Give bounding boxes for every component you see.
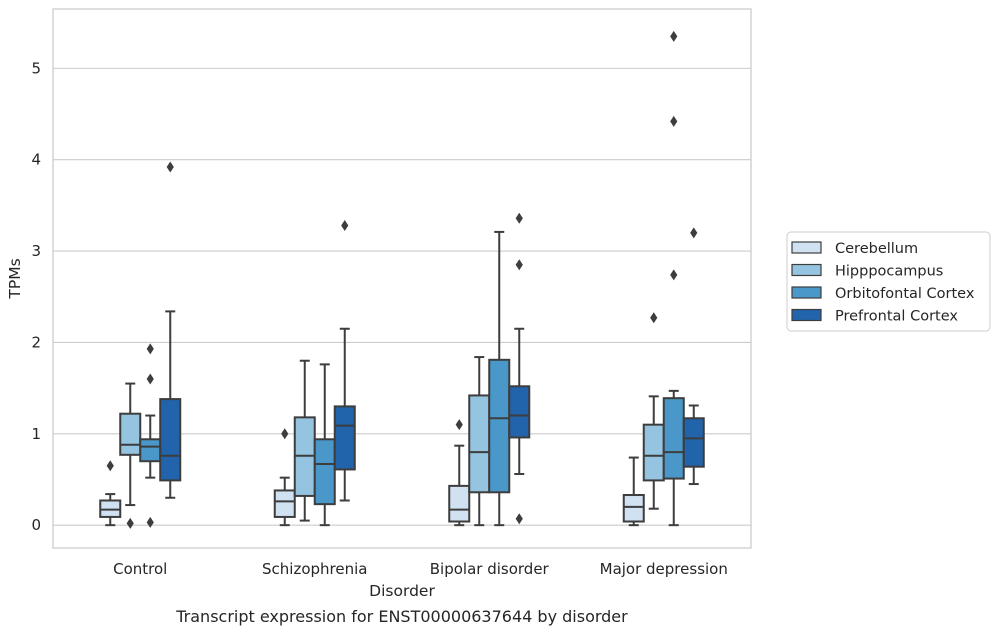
box-orbitofontal-cortex	[662, 30, 685, 527]
chart-caption: Transcript expression for ENST0000063764…	[175, 607, 628, 626]
box-orbitofontal-cortex	[139, 343, 162, 528]
box-hipppocampus	[119, 382, 142, 529]
box-cerebellum	[273, 428, 296, 527]
y-tick-label: 4	[31, 151, 41, 169]
tick-labels: 0 1 2 3 4 5 Control Schizophrenia Bipolar disord…	[31, 59, 727, 578]
box-prefrontal-cortex	[333, 220, 356, 502]
outlier-point	[281, 428, 289, 440]
outlier-point	[126, 517, 134, 529]
box-iqr	[508, 385, 531, 439]
boxes	[99, 30, 705, 529]
legend-swatch	[791, 286, 822, 299]
legend-swatch	[791, 308, 822, 322]
box-iqr	[448, 484, 471, 523]
outlier-point	[515, 259, 523, 271]
box-cerebellum	[622, 456, 645, 527]
box-hipppocampus	[468, 356, 491, 527]
outlier-point	[690, 227, 698, 239]
legend-label: Prefrontal Cortex	[835, 309, 958, 325]
y-tick-label: 0	[31, 516, 41, 534]
legend-label: Hipppocampus	[835, 264, 943, 280]
box-prefrontal-cortex	[508, 212, 531, 525]
outlier-point	[166, 161, 174, 173]
outlier-point	[650, 312, 658, 324]
box-iqr	[139, 438, 162, 463]
outlier-point	[670, 30, 678, 42]
outlier-point	[670, 115, 678, 127]
box-prefrontal-cortex	[682, 227, 705, 486]
box-iqr	[468, 394, 491, 494]
box-iqr	[119, 412, 142, 456]
box-iqr	[313, 438, 336, 506]
box-orbitofontal-cortex	[313, 363, 336, 527]
outlier-point	[515, 513, 523, 525]
box-iqr	[333, 405, 356, 471]
box-iqr	[159, 398, 182, 482]
x-tick-label: Bipolar disorder	[430, 560, 550, 578]
outlier-point	[515, 212, 523, 224]
y-tick-label: 2	[31, 333, 41, 351]
outlier-point	[670, 269, 678, 281]
plot-frame	[52, 8, 752, 549]
box-cerebellum	[448, 419, 471, 527]
box-orbitofontal-cortex	[488, 230, 511, 527]
y-tick-label: 5	[31, 59, 41, 77]
y-tick-label: 3	[31, 242, 41, 260]
y-tick-label: 1	[31, 425, 41, 443]
box-cerebellum	[99, 460, 122, 527]
box-iqr	[273, 489, 296, 518]
legend-label: Orbitofontal Cortex	[835, 286, 975, 302]
y-axis-label: TPMs	[6, 258, 24, 299]
box-hipppocampus	[642, 312, 665, 510]
box-iqr	[622, 494, 645, 523]
outlier-point	[341, 220, 349, 232]
x-tick-label: Major depression	[600, 560, 728, 578]
outlier-point	[146, 343, 154, 355]
outlier-point	[146, 373, 154, 385]
legend-swatch	[791, 263, 822, 277]
legend: Cerebellum Hipppocampus Orbitofontal Corte…	[786, 231, 991, 332]
box-iqr	[642, 423, 665, 482]
box-hipppocampus	[293, 359, 316, 522]
outlier-point	[146, 516, 154, 528]
box-iqr	[488, 358, 511, 494]
legend-swatch	[791, 241, 822, 254]
x-tick-label: Control	[113, 560, 167, 578]
box-iqr	[682, 417, 705, 468]
outlier-point	[106, 460, 114, 472]
box-prefrontal-cortex	[159, 161, 182, 499]
x-axis-label: Disorder	[369, 582, 435, 600]
legend-label: Cerebellum	[835, 241, 918, 257]
box-iqr	[662, 397, 685, 480]
x-tick-label: Schizophrenia	[262, 560, 367, 578]
legend-frame	[786, 231, 991, 332]
outlier-point	[455, 419, 463, 431]
